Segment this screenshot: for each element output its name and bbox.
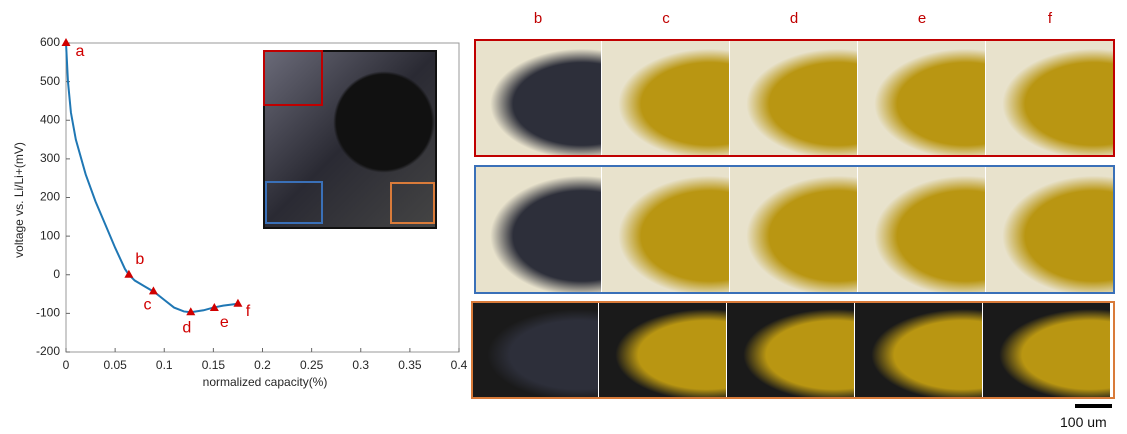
curve (66, 43, 238, 312)
marker-label: e (220, 314, 229, 331)
x-tick-label: 0.15 (202, 358, 226, 372)
y-tick-label: 500 (40, 74, 60, 88)
row-frame (474, 165, 1115, 294)
y-tick-label: -100 (36, 306, 60, 320)
row-frame (474, 39, 1115, 157)
x-tick-label: 0.25 (300, 358, 324, 372)
y-tick-label: 600 (40, 35, 60, 49)
x-tick-label: 0.1 (156, 358, 173, 372)
column-label: f (1026, 10, 1074, 27)
x-tick-label: 0.05 (103, 358, 127, 372)
marker-label: d (182, 319, 191, 336)
inset-box (390, 182, 435, 224)
x-tick-label: 0.2 (254, 358, 271, 372)
marker-label: c (143, 297, 151, 314)
x-tick-label: 0 (63, 358, 70, 372)
marker-label: a (76, 43, 85, 60)
x-tick-label: 0.35 (398, 358, 422, 372)
y-axis-label: voltage vs. Li/Li+(mV) (12, 142, 26, 258)
marker-label: f (246, 303, 251, 320)
marker (233, 299, 242, 307)
y-tick-label: -200 (36, 344, 60, 358)
x-tick-label: 0.3 (352, 358, 369, 372)
x-tick-label: 0.4 (451, 358, 468, 372)
y-tick-label: 400 (40, 112, 60, 126)
marker (62, 38, 71, 46)
y-tick-label: 200 (40, 190, 60, 204)
y-tick-label: 300 (40, 151, 60, 165)
column-label: c (642, 10, 690, 27)
row-frame (471, 301, 1115, 399)
inset-box (265, 181, 323, 224)
marker-label: b (135, 251, 144, 268)
column-label: d (770, 10, 818, 27)
y-tick-label: 100 (40, 228, 60, 242)
column-label: e (898, 10, 946, 27)
scale-bar-label: 100 um (1060, 414, 1107, 430)
figure: normalized capacity(%) voltage vs. Li/Li… (0, 0, 1127, 434)
inset-box (263, 50, 323, 106)
x-axis-label: normalized capacity(%) (203, 375, 328, 389)
scale-bar (1075, 404, 1112, 408)
column-label: b (514, 10, 562, 27)
y-tick-label: 0 (53, 267, 60, 281)
